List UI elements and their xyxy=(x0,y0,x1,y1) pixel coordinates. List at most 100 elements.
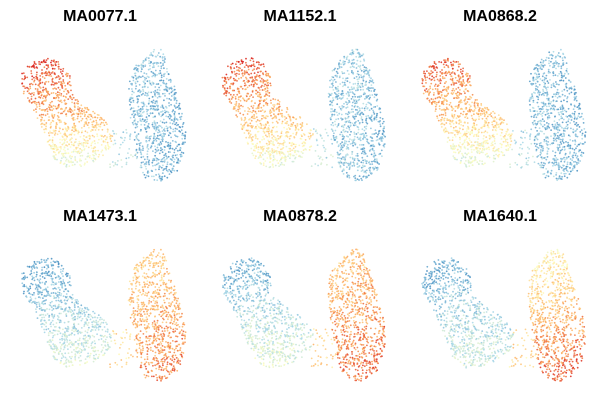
cell-point xyxy=(61,84,63,87)
cell-point xyxy=(232,77,235,80)
cell-point xyxy=(238,103,240,105)
cell-point xyxy=(336,93,338,96)
cell-point xyxy=(539,78,542,80)
cell-point xyxy=(258,63,260,66)
cell-point xyxy=(165,155,168,158)
cell-point xyxy=(169,81,172,83)
cell-point xyxy=(250,136,253,139)
cell-point xyxy=(351,165,354,167)
cell-point xyxy=(301,142,304,145)
cell-point xyxy=(104,146,106,149)
cell-point xyxy=(352,52,355,55)
cell-point xyxy=(150,107,153,110)
cell-point xyxy=(356,78,359,81)
cell-point xyxy=(283,164,286,166)
cell-point xyxy=(267,74,270,77)
cell-point xyxy=(250,57,253,60)
cell-point xyxy=(546,91,549,94)
cell-point xyxy=(457,63,460,66)
cell-point xyxy=(37,90,40,93)
cell-point xyxy=(349,133,351,136)
cell-point xyxy=(535,116,538,119)
cell-point xyxy=(266,128,268,130)
cell-point xyxy=(165,165,168,168)
cell-point xyxy=(363,66,366,68)
cell-point xyxy=(304,139,307,141)
cell-point xyxy=(171,90,174,93)
cell-point xyxy=(159,62,162,64)
cell-point xyxy=(538,142,541,145)
cell-point xyxy=(301,135,303,138)
cell-point xyxy=(102,135,105,138)
cell-point xyxy=(569,135,571,138)
cell-point xyxy=(148,114,150,117)
cell-point xyxy=(143,103,146,106)
cell-point xyxy=(346,80,349,83)
cell-point xyxy=(157,62,160,64)
cell-point xyxy=(136,98,139,100)
cell-point xyxy=(567,107,570,110)
cell-point xyxy=(560,67,563,70)
cell-point xyxy=(272,135,275,138)
cell-point xyxy=(459,162,462,165)
cell-point xyxy=(498,153,501,156)
cell-point xyxy=(56,133,59,136)
cell-point xyxy=(269,150,271,153)
cell-point xyxy=(475,146,478,149)
cell-point xyxy=(130,107,133,109)
cell-point xyxy=(290,144,293,147)
cell-point xyxy=(246,129,249,132)
cell-point xyxy=(74,118,76,121)
cell-point xyxy=(369,163,372,166)
cell-point xyxy=(84,113,86,116)
cell-point xyxy=(531,95,534,98)
cell-point xyxy=(373,133,376,135)
cell-point xyxy=(42,108,44,111)
cell-point xyxy=(377,120,380,123)
cell-point xyxy=(351,49,354,51)
cell-point xyxy=(236,69,238,72)
cell-point xyxy=(345,154,347,157)
cell-point xyxy=(80,151,83,154)
cell-point xyxy=(545,174,548,177)
cell-point xyxy=(556,54,559,57)
cell-point xyxy=(276,152,278,155)
cell-point xyxy=(440,126,443,128)
cell-point xyxy=(473,122,476,125)
cell-point xyxy=(574,160,577,163)
cell-point xyxy=(245,70,248,73)
cell-point xyxy=(47,92,50,95)
cell-point xyxy=(465,130,468,132)
cell-point xyxy=(481,113,484,115)
cell-point xyxy=(532,83,535,85)
cell-point xyxy=(122,131,125,134)
cell-point xyxy=(142,149,144,152)
cell-point xyxy=(138,95,141,97)
cell-point xyxy=(54,143,56,146)
cell-point xyxy=(453,72,456,74)
cell-point xyxy=(136,68,139,70)
cell-point xyxy=(255,68,258,70)
cell-point xyxy=(258,74,261,77)
cell-point xyxy=(139,90,142,93)
cell-point xyxy=(578,143,581,146)
cell-point xyxy=(555,163,558,166)
cell-point xyxy=(24,77,26,80)
cell-point xyxy=(280,151,283,154)
cell-point xyxy=(324,148,327,151)
cell-point xyxy=(97,128,100,131)
cell-point xyxy=(263,116,265,119)
cell-point xyxy=(346,143,349,146)
cell-point xyxy=(48,134,51,137)
cell-point xyxy=(329,79,331,82)
cell-point xyxy=(251,139,254,142)
cell-point xyxy=(72,150,75,153)
cell-point xyxy=(374,106,377,108)
cell-point xyxy=(582,118,585,120)
cell-point xyxy=(135,64,138,67)
cell-point xyxy=(272,107,274,110)
cell-point xyxy=(178,143,181,146)
cell-point xyxy=(265,165,268,168)
cell-point xyxy=(179,116,181,119)
cell-point xyxy=(324,150,326,153)
